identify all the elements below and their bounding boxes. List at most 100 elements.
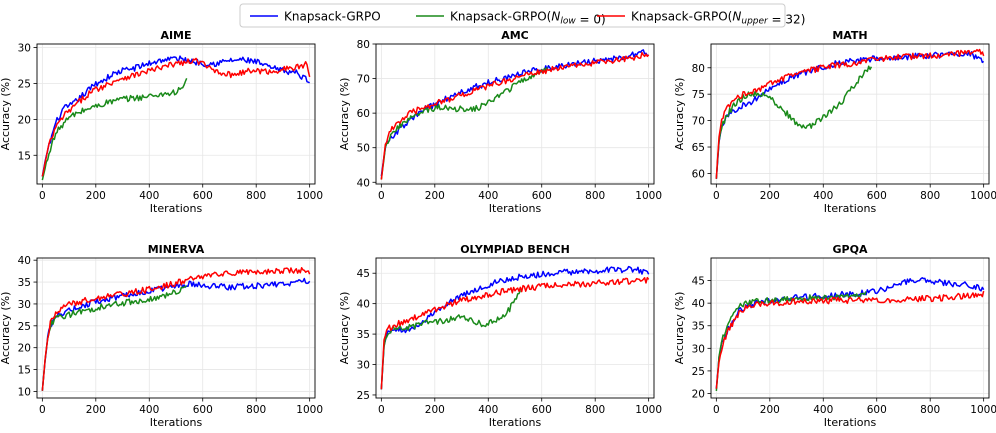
y-tick-label: 50 xyxy=(357,143,370,155)
x-tick-label: 800 xyxy=(246,404,266,416)
y-tick-label: 20 xyxy=(692,388,705,400)
y-tick-label: 25 xyxy=(692,366,705,378)
y-tick-label: 35 xyxy=(18,277,31,289)
y-tick-label: 40 xyxy=(357,177,370,189)
y-tick-label: 40 xyxy=(692,298,705,310)
x-tick-label: 600 xyxy=(532,404,552,416)
x-tick-label: 200 xyxy=(425,190,445,202)
y-axis-label: Accuracy (%) xyxy=(673,292,686,365)
y-tick-label: 15 xyxy=(18,365,31,377)
x-tick-label: 600 xyxy=(193,404,213,416)
y-axis-label: Accuracy (%) xyxy=(0,78,12,151)
x-tick-label: 0 xyxy=(378,190,385,202)
x-tick-label: 200 xyxy=(86,190,106,202)
chart-title: OLYMPIAD BENCH xyxy=(460,243,570,256)
legend: Knapsack-GRPO Knapsack-GRPO(Nlow = 0) Knap… xyxy=(239,3,805,28)
x-tick-label: 0 xyxy=(713,404,720,416)
y-tick-label: 80 xyxy=(692,63,705,75)
series-line-up xyxy=(715,48,985,179)
chart-title: AIME xyxy=(160,29,191,42)
y-tick-label: 25 xyxy=(18,78,31,90)
y-tick-label: 45 xyxy=(692,276,705,288)
x-axis-label: Iterations xyxy=(489,202,542,215)
y-tick-label: 40 xyxy=(18,255,31,267)
x-tick-label: 400 xyxy=(478,190,498,202)
series-line-low xyxy=(715,291,867,392)
y-tick-label: 35 xyxy=(357,329,370,341)
x-tick-label: 1000 xyxy=(635,190,662,202)
y-tick-label: 60 xyxy=(692,168,705,180)
x-tick-label: 200 xyxy=(86,404,106,416)
y-tick-label: 20 xyxy=(18,343,31,355)
x-tick-label: 1000 xyxy=(635,404,662,416)
y-tick-label: 30 xyxy=(692,343,705,355)
x-tick-label: 400 xyxy=(478,404,498,416)
chart-title: AMC xyxy=(501,29,529,42)
series-line-low xyxy=(380,290,522,390)
y-tick-label: 80 xyxy=(357,39,370,51)
x-tick-label: 800 xyxy=(585,190,605,202)
y-tick-label: 25 xyxy=(357,390,370,402)
x-tick-label: 400 xyxy=(813,404,833,416)
x-tick-label: 200 xyxy=(760,190,780,202)
plot-frame xyxy=(710,257,990,399)
y-axis-label: Accuracy (%) xyxy=(338,292,351,365)
y-axis-label: Accuracy (%) xyxy=(0,292,12,365)
x-tick-label: 800 xyxy=(585,404,605,416)
x-tick-label: 800 xyxy=(246,190,266,202)
x-axis-label: Iterations xyxy=(150,416,203,429)
legend-label-kg: Knapsack-GRPO xyxy=(284,10,381,24)
chart-panel-amc: 0 200 400 600 800 1000 40 50 60 70 80 AMC Iterations… xyxy=(338,29,662,215)
y-axis-label: Accuracy (%) xyxy=(338,78,351,151)
x-axis-label: Iterations xyxy=(824,202,877,215)
plot-frame xyxy=(36,43,316,185)
series-line-kg xyxy=(715,50,985,179)
x-tick-label: 200 xyxy=(425,404,445,416)
x-tick-label: 200 xyxy=(760,404,780,416)
y-tick-label: 40 xyxy=(357,299,370,311)
y-tick-label: 75 xyxy=(692,89,705,101)
x-axis-label: Iterations xyxy=(489,416,542,429)
x-tick-label: 400 xyxy=(139,190,159,202)
y-axis-label: Accuracy (%) xyxy=(673,78,686,151)
chart-panel-olympiad-bench: 0 200 400 600 800 1000 25 30 35 40 45 OLYMPIAD BENC… xyxy=(338,243,662,429)
y-tick-label: 15 xyxy=(18,150,31,162)
x-tick-label: 0 xyxy=(713,190,720,202)
series-line-low xyxy=(715,65,873,179)
series-line-kg xyxy=(41,55,310,177)
x-tick-label: 800 xyxy=(920,190,940,202)
y-tick-label: 25 xyxy=(18,321,31,333)
y-tick-label: 70 xyxy=(692,116,705,128)
y-tick-label: 35 xyxy=(692,321,705,333)
x-tick-label: 600 xyxy=(867,404,887,416)
y-tick-label: 60 xyxy=(357,108,370,120)
x-tick-label: 1000 xyxy=(970,404,996,416)
y-tick-label: 30 xyxy=(18,43,31,55)
plot-frame xyxy=(375,43,655,185)
x-tick-label: 0 xyxy=(39,190,46,202)
series-line-up xyxy=(380,276,650,390)
chart-title: MINERVA xyxy=(148,243,205,256)
series-line-kg xyxy=(41,277,311,391)
chart-panels: 0 200 400 600 800 100015202530AIMEIterationsA… xyxy=(0,29,996,429)
y-tick-label: 20 xyxy=(18,114,31,126)
legend-label-up: Knapsack-GRPO(Nupper = 32) xyxy=(631,10,805,27)
x-axis-label: Iterations xyxy=(150,202,203,215)
plot-frame xyxy=(710,43,990,185)
series-line-up xyxy=(380,51,650,180)
x-axis-label: Iterations xyxy=(824,416,877,429)
y-tick-label: 30 xyxy=(18,299,31,311)
y-tick-label: 65 xyxy=(692,142,705,154)
plot-frame xyxy=(375,257,655,399)
x-tick-label: 600 xyxy=(867,190,887,202)
legend-label-low: Knapsack-GRPO(Nlow = 0) xyxy=(450,10,606,27)
series-line-low xyxy=(41,285,187,391)
legend-frame xyxy=(239,3,786,28)
series-line-low xyxy=(380,66,548,180)
plot-frame xyxy=(36,257,316,399)
x-tick-label: 600 xyxy=(532,190,552,202)
series-line-low xyxy=(41,78,188,181)
x-tick-label: 1000 xyxy=(296,404,323,416)
x-tick-label: 0 xyxy=(378,404,385,416)
